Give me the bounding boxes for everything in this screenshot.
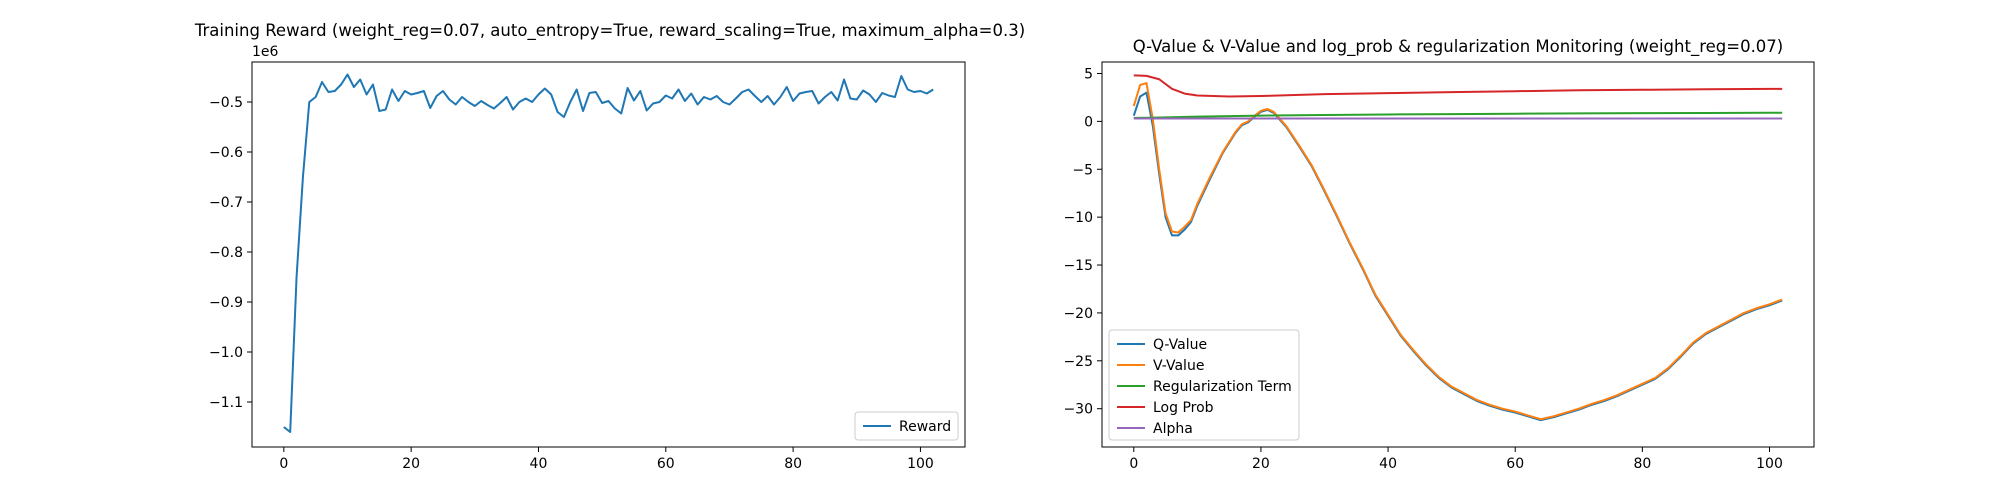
qvalue-y-tick-label: −15 xyxy=(1063,258,1093,274)
qvalue-legend-label-q-value: Q-Value xyxy=(1153,337,1207,353)
qvalue-x-tick-label: 60 xyxy=(1506,456,1524,472)
reward-y-tick-label: −0.9 xyxy=(209,295,243,311)
qvalue-x-tick-label: 40 xyxy=(1379,456,1397,472)
reward-plot-frame xyxy=(251,61,966,448)
reward-y-tick-label: −0.6 xyxy=(209,145,243,161)
qvalue-chart: Q-Value & V-Value and log_prob & regular… xyxy=(1063,37,1815,472)
qvalue-legend-label-log-prob: Log Prob xyxy=(1153,400,1214,416)
qvalue-plot-frame xyxy=(1101,61,1815,448)
reward-x-tick-label: 20 xyxy=(402,456,420,472)
reward-y-tick-label: −0.8 xyxy=(209,245,243,261)
reward-chart: Training Reward (weight_reg=0.07, auto_e… xyxy=(194,21,1025,472)
reward-chart-title: Training Reward (weight_reg=0.07, auto_e… xyxy=(194,21,1025,41)
reward-legend-label-reward: Reward xyxy=(899,419,951,435)
qvalue-series-regularization-term xyxy=(1133,111,1783,120)
qvalue-y-tick-label: −10 xyxy=(1063,210,1093,226)
qvalue-y-tick-label: 5 xyxy=(1084,66,1093,82)
qvalue-x-tick-label: 100 xyxy=(1756,456,1783,472)
reward-x-tick-label: 0 xyxy=(279,456,288,472)
qvalue-x-tick-label: 0 xyxy=(1129,456,1138,472)
reward-offset-text: 1e6 xyxy=(252,44,279,60)
reward-y-tick-label: −0.5 xyxy=(209,95,243,111)
reward-legend: Reward xyxy=(854,411,959,441)
reward-y-tick-label: −1.0 xyxy=(209,345,243,361)
qvalue-x-tick-label: 80 xyxy=(1633,456,1651,472)
qvalue-legend-frame xyxy=(1108,329,1300,441)
qvalue-legend-label-alpha: Alpha xyxy=(1153,421,1193,437)
qvalue-legend: Q-Value V-Value Regularization Term Log Pro… xyxy=(1108,329,1300,441)
qvalue-legend-label-v-value: V-Value xyxy=(1153,358,1204,374)
qvalue-y-tick-label: −20 xyxy=(1063,306,1093,322)
reward-x-tick-label: 40 xyxy=(530,456,548,472)
qvalue-chart-title: Q-Value & V-Value and log_prob & regular… xyxy=(1133,37,1784,57)
qvalue-y-tick-label: 0 xyxy=(1084,114,1093,130)
reward-x-tick-label: 80 xyxy=(784,456,802,472)
reward-series-reward xyxy=(283,73,934,433)
reward-x-tick-label: 100 xyxy=(907,456,934,472)
reward-y-tick-label: −0.7 xyxy=(209,195,243,211)
qvalue-y-tick-label: −5 xyxy=(1072,162,1093,178)
qvalue-series-log-prob xyxy=(1133,74,1783,98)
reward-legend-frame xyxy=(854,411,959,441)
qvalue-y-tick-label: −25 xyxy=(1063,354,1093,370)
qvalue-y-tick-label: −30 xyxy=(1063,402,1093,418)
qvalue-series-v-value xyxy=(1132,82,1783,421)
qvalue-legend-label-regularization-term: Regularization Term xyxy=(1153,379,1292,395)
qvalue-x-tick-label: 20 xyxy=(1252,456,1270,472)
reward-x-tick-label: 60 xyxy=(657,456,675,472)
reward-y-tick-label: −1.1 xyxy=(209,395,243,411)
